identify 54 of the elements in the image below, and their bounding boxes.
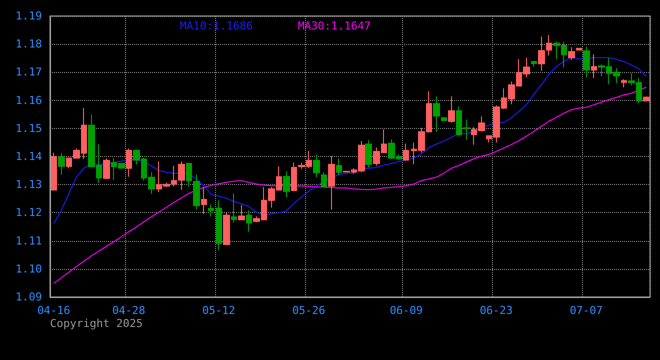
y-tick-label: 1.18	[16, 38, 42, 51]
line-series	[53, 57, 647, 224]
candlestick	[201, 186, 207, 214]
x-tick-label: 06-23	[480, 304, 513, 317]
x-tick-label: 04-16	[37, 304, 70, 317]
text: MA10:1.1686	[180, 20, 253, 32]
candlestick	[51, 152, 57, 191]
x-tick-label: 04-28	[112, 304, 146, 317]
x-tick-label: 06-09	[390, 304, 423, 317]
y-tick-label: 1.09	[16, 290, 42, 304]
y-tick-label: 1.12	[16, 206, 42, 220]
y-tick-label: 1.17	[16, 66, 42, 79]
candlestick	[643, 96, 650, 102]
candlestick	[531, 61, 537, 68]
y-tick-label: 1.16	[16, 94, 42, 107]
candlestick	[403, 143, 409, 162]
candlestick	[126, 148, 132, 178]
candlestick	[231, 192, 237, 224]
x-tick-label: 07-07	[570, 304, 603, 317]
y-tick-label: 1.13	[16, 178, 42, 192]
line-series	[53, 86, 647, 284]
x-tick-label: 05-12	[202, 304, 236, 317]
candlestick	[186, 163, 192, 188]
candlestick	[621, 78, 627, 88]
y-tick-label: 1.14	[16, 150, 42, 163]
candlestick	[103, 158, 110, 180]
candlestick	[283, 170, 290, 198]
candlestick	[448, 96, 455, 124]
candlestick	[238, 204, 245, 221]
x-tick-label: 05-26	[292, 304, 326, 317]
y-tick-label: 1.19	[16, 10, 42, 22]
candlestick	[583, 46, 590, 78]
candlestick	[193, 174, 200, 210]
candlestick	[576, 48, 582, 50]
candlestick	[321, 172, 327, 188]
candlestick	[328, 155, 335, 210]
y-tick-label: 1.10	[16, 262, 42, 276]
candlestick	[216, 200, 222, 251]
candlestick	[365, 140, 372, 168]
candlestick	[568, 46, 575, 60]
y-tick-label: 1.15	[16, 122, 42, 135]
candlestick	[208, 204, 214, 217]
text: Copyright 2025	[50, 317, 143, 330]
candlestick	[441, 117, 447, 122]
candlestick	[246, 210, 252, 232]
candlestick	[433, 96, 440, 133]
candlestick	[223, 212, 230, 245]
candlestick	[313, 154, 320, 178]
candlestick	[336, 158, 342, 176]
y-tick-label: 1.11	[16, 234, 42, 248]
candlestick	[58, 152, 65, 176]
candlestick	[291, 162, 297, 192]
text: MA30:1.1647	[298, 20, 371, 32]
candlestick	[591, 54, 597, 79]
